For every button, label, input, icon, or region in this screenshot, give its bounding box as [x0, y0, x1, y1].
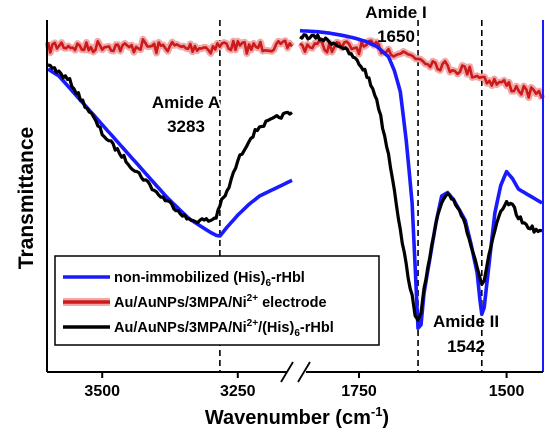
amide-i-label: Amide I: [365, 3, 426, 22]
legend-label-non_immobilized: non-immobilized (His)6-rHbl: [114, 270, 305, 289]
axis-break-mark-2: [297, 361, 311, 383]
y-axis-label: Transmittance: [15, 127, 38, 269]
amide-ii-label: Amide II: [433, 312, 499, 331]
right-panel-series: [297, 28, 546, 330]
legend-label-immobilized: Au/AuNPs/3MPA/Ni2+/(His)6-rHbl: [114, 318, 334, 339]
axis-break-mark-1: [280, 361, 294, 383]
left-immobilized-line: [47, 63, 293, 225]
amide-ii-value: 1542: [447, 337, 485, 356]
legend-label-electrode: Au/AuNPs/3MPA/Ni2+ electrode: [114, 293, 327, 311]
x-tick-label: 1750: [341, 383, 377, 400]
amide-a-value: 3283: [167, 117, 205, 136]
annotations: Amide A 3283 Amide I 1650 Amide II 1542: [150, 3, 499, 356]
amide-a-label: Amide A: [152, 93, 220, 112]
x-tick-label: 3500: [84, 383, 120, 400]
right-immobilized-line: [299, 33, 543, 322]
right-electrode-glow: [297, 36, 546, 101]
axes: [46, 20, 544, 383]
x-tick-label: 3250: [220, 383, 256, 400]
legend: non-immobilized (His)6-rHbl Au/AuNPs/3MPA…: [54, 255, 380, 346]
left-electrode-line: [46, 38, 294, 55]
left-panel-series: [44, 35, 295, 238]
x-axis-label: Wavenumber (cm-1): [205, 404, 389, 429]
x-ticks: 3500 3250 1750 1500: [84, 372, 524, 400]
amide-i-value: 1650: [377, 27, 415, 46]
x-tick-label: 1500: [489, 383, 525, 400]
right-electrode-line: [299, 38, 544, 100]
